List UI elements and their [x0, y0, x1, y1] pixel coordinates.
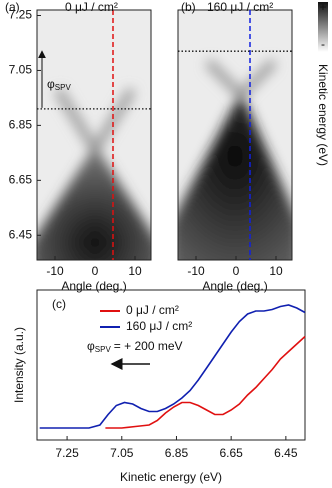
x-tick-label: 6.85	[165, 446, 189, 460]
panel-title: 0 μJ / cm²	[65, 0, 118, 14]
x-tick-label: 10	[128, 264, 142, 278]
panel-title: 160 μJ / cm²	[207, 0, 273, 14]
y-tick-label: 7.25	[9, 8, 33, 22]
shift-subscript: SPV	[55, 83, 72, 92]
colorbar-max-label: +	[319, 0, 326, 14]
shift-symbol: φ	[87, 339, 95, 353]
x-tick-label: 0	[233, 264, 240, 278]
x-axis-label: Kinetic energy (eV)	[120, 470, 222, 484]
x-tick-label: 6.65	[219, 446, 243, 460]
y-axis-label: Intensity (a.u.)	[12, 327, 26, 403]
colorbar	[318, 2, 328, 52]
panel-label: (c)	[52, 297, 66, 311]
x-tick-label: 10	[269, 264, 283, 278]
shift-subscript: SPV	[95, 345, 112, 354]
y-tick-label: 7.05	[9, 63, 33, 77]
shift-annotation: φSPV	[47, 77, 71, 92]
y-tick-label: 6.45	[9, 227, 33, 241]
plot-frame	[36, 289, 306, 441]
x-axis-label: Angle (deg.)	[202, 279, 267, 293]
y-tick-label: 6.85	[9, 118, 33, 132]
panel-label: (b)	[181, 0, 196, 14]
spectrum-line	[39, 304, 306, 429]
x-tick-label: 0	[92, 264, 99, 278]
panel-label: (a)	[5, 0, 20, 14]
legend-label: 0 μJ / cm²	[126, 303, 179, 317]
colorbar-label: Kinetic energy (eV)	[316, 64, 330, 166]
spectral-image	[178, 10, 292, 260]
spectrum-line	[105, 335, 306, 429]
plot-frame	[177, 9, 293, 261]
legend-label: 160 μJ / cm²	[126, 319, 192, 333]
x-tick-label: -10	[46, 264, 64, 278]
x-tick-label: 7.25	[55, 446, 79, 460]
x-axis-label: Angle (deg.)	[61, 279, 126, 293]
colorbar-min-label: -	[321, 37, 325, 51]
shift-symbol: φ	[47, 77, 55, 91]
shift-text: = + 200 meV	[114, 339, 183, 353]
y-tick-label: 6.65	[9, 173, 33, 187]
x-tick-label: 6.45	[274, 446, 298, 460]
x-tick-label: 7.05	[110, 446, 134, 460]
plot-frame	[36, 9, 152, 261]
x-tick-label: -10	[187, 264, 205, 278]
spectral-image	[37, 10, 151, 260]
shift-annotation: φSPV = + 200 meV	[87, 339, 183, 354]
